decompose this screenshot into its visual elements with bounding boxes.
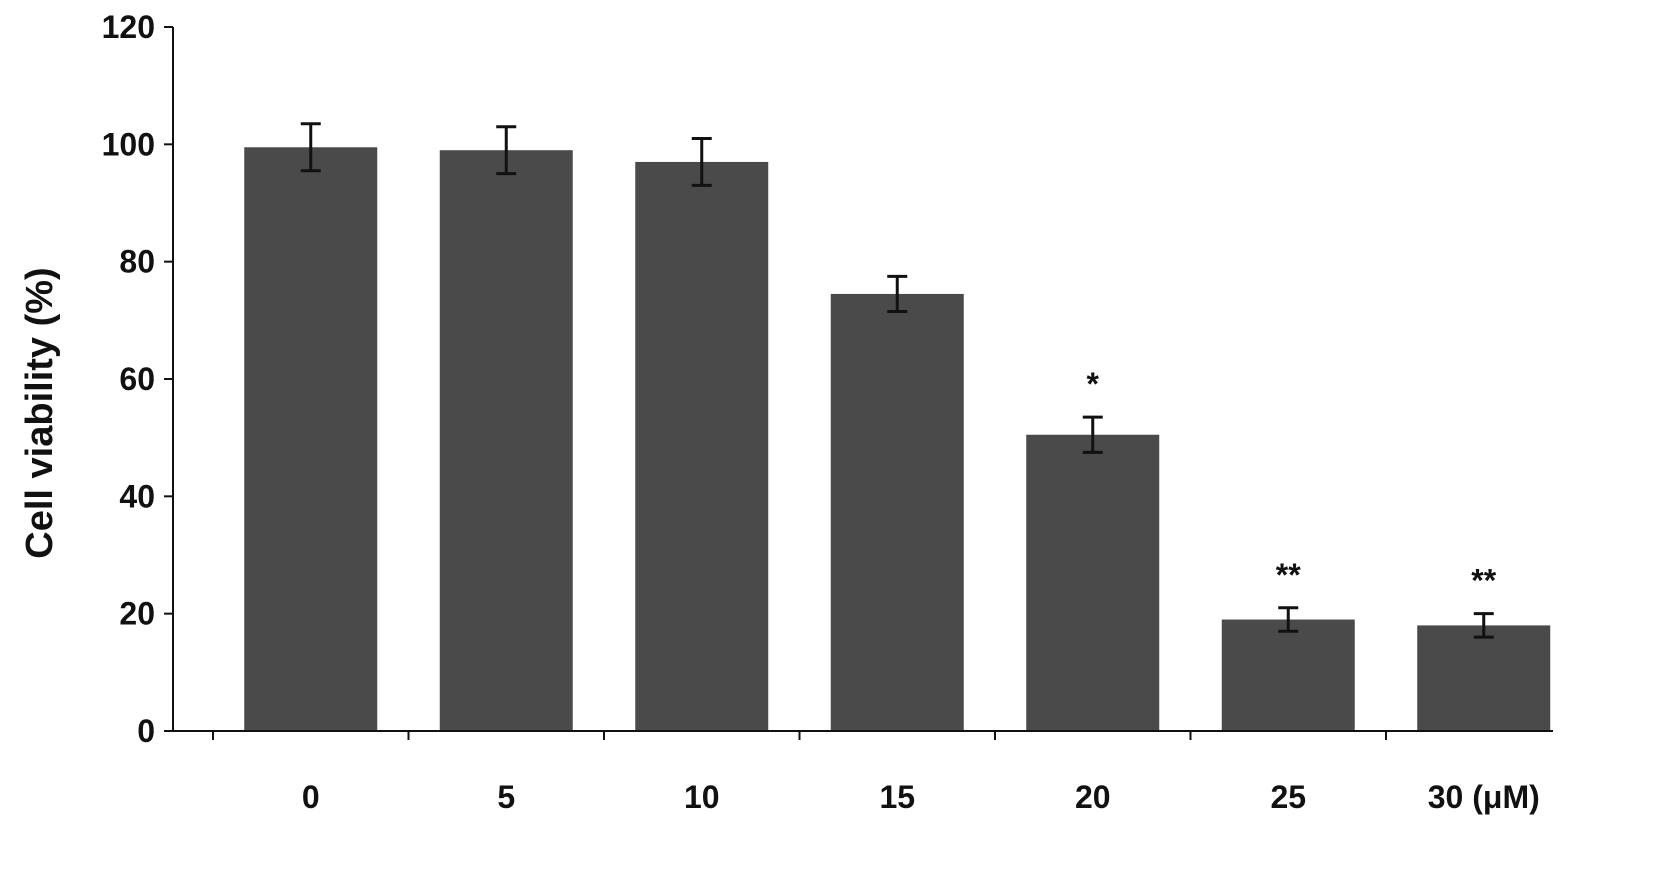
y-tick-label-3: 60 — [119, 361, 155, 397]
bar-0 — [244, 147, 378, 731]
significance-mark-5: ** — [1276, 557, 1301, 593]
x-tick-label-2: 10 — [684, 779, 720, 815]
y-axis-label-group: Cell viability (%) — [19, 267, 61, 558]
y-tick-label-0: 0 — [137, 713, 155, 749]
significance-mark-6: ** — [1471, 563, 1496, 599]
bar-1 — [439, 150, 573, 731]
bar-6 — [1417, 625, 1551, 731]
bar-3 — [830, 293, 964, 731]
y-tick-label-1: 20 — [119, 596, 155, 632]
y-tick-label-6: 120 — [102, 9, 155, 45]
y-axis-label: Cell viability (%) — [19, 267, 61, 558]
x-tick-label-4: 20 — [1075, 779, 1111, 815]
x-tick-label-0: 0 — [302, 779, 320, 815]
y-tick-label-4: 80 — [119, 244, 155, 280]
y-tick-label-2: 40 — [119, 478, 155, 514]
y-tick-label-5: 100 — [102, 126, 155, 162]
bar-2 — [635, 161, 769, 731]
significance-mark-4: * — [1087, 366, 1100, 402]
x-tick-label-5: 25 — [1270, 779, 1306, 815]
bar-5 — [1221, 619, 1355, 731]
x-tick-label-3: 15 — [879, 779, 915, 815]
x-tick-label-1: 5 — [497, 779, 515, 815]
bar-4 — [1026, 434, 1160, 731]
x-tick-label-6: 30 (μM) — [1428, 779, 1540, 815]
